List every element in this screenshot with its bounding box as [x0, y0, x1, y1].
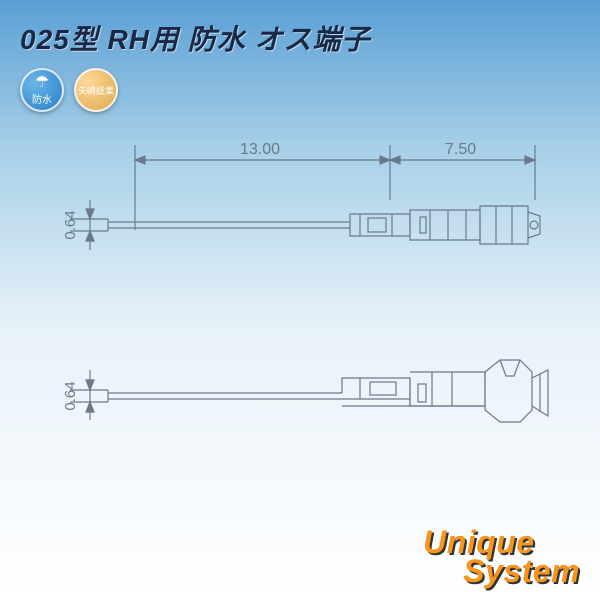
dim-length-a: 13.00 — [240, 141, 280, 158]
brand-line2: System — [423, 557, 580, 586]
brand-logo: Unique System — [423, 528, 580, 586]
technical-drawing: 13.00 7.50 0.64 0.64 — [0, 0, 600, 600]
dim-h-side: 0.64 — [62, 381, 79, 410]
dim-h-top: 0.64 — [62, 210, 79, 239]
dim-length-b: 7.50 — [445, 141, 476, 158]
